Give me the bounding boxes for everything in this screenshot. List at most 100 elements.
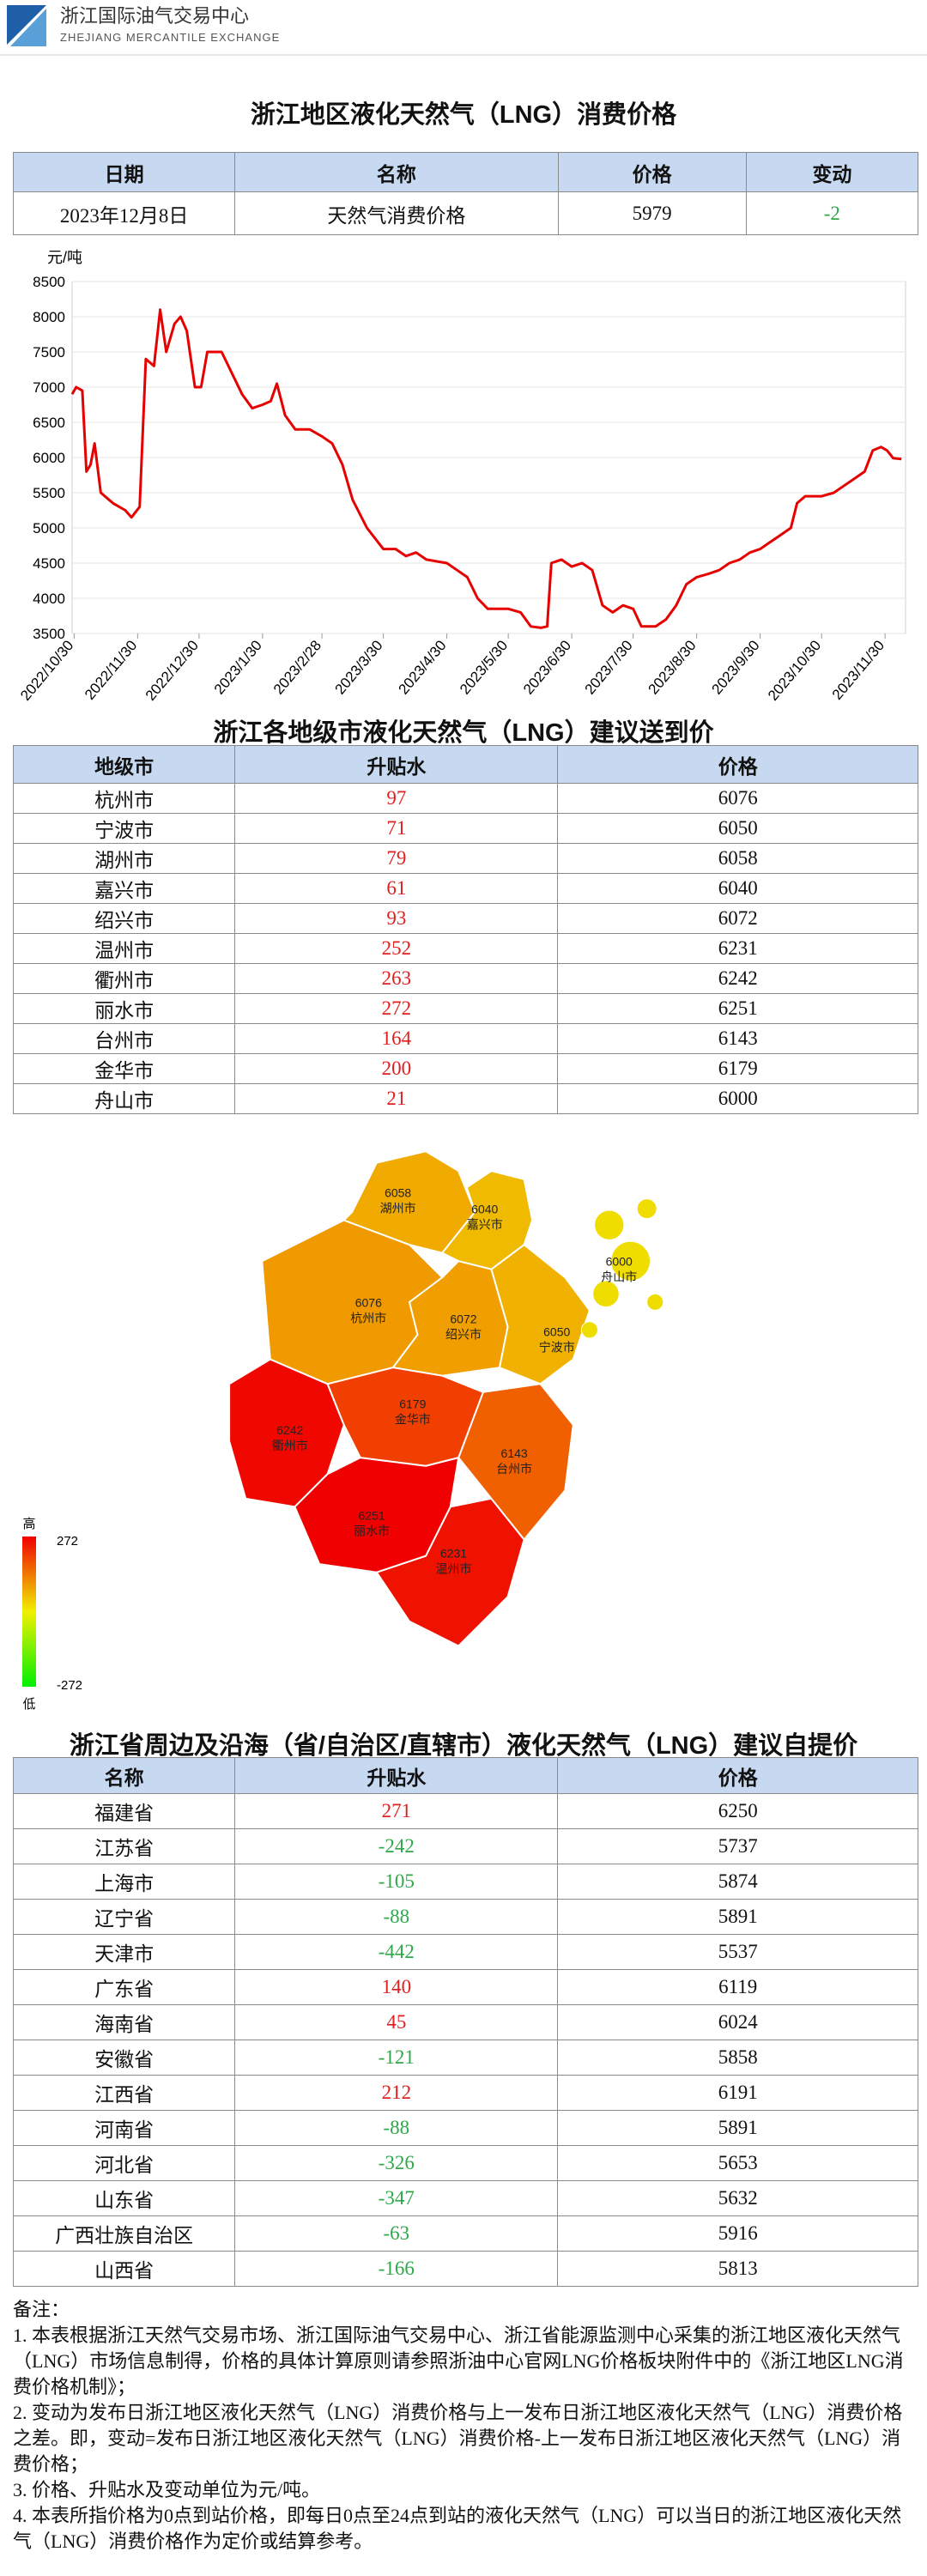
region xyxy=(594,1209,625,1240)
region xyxy=(592,1280,620,1308)
table-row: 宁波市 71 6050 xyxy=(12,813,918,844)
table-row: 嘉兴市 61 6040 xyxy=(12,873,918,904)
table-cell: 舟山市 xyxy=(12,1083,236,1114)
header-cell: 名称 xyxy=(234,152,559,192)
table-cell: -121 xyxy=(234,2040,559,2076)
table-cell: 271 xyxy=(234,1793,559,1829)
table-cell: 5874 xyxy=(557,1864,918,1900)
province-table: 名称 升贴水 价格 福建省 271 6250 江苏省 -242 5737 上海市 -105 5874 辽… xyxy=(12,1757,918,2287)
table-cell: -63 xyxy=(234,2215,559,2252)
table-cell: 台州市 xyxy=(12,1023,236,1054)
table-row: 江苏省 -242 5737 xyxy=(12,1828,918,1864)
header: 浙江国际油气交易中心 ZHEJIANG MERCANTILE EXCHANGE xyxy=(0,5,927,56)
table-cell: 上海市 xyxy=(12,1864,236,1900)
table-cell: 5891 xyxy=(557,2110,918,2146)
region xyxy=(580,1321,598,1339)
map-price: 6231 xyxy=(440,1546,467,1560)
table-cell: 金华市 xyxy=(12,1053,236,1084)
table-row: 湖州市 79 6058 xyxy=(12,843,918,874)
table-cell: 山东省 xyxy=(12,2180,236,2216)
header-cell: 价格 xyxy=(557,152,747,192)
table-row: 衢州市 263 6242 xyxy=(12,963,918,994)
header-cell: 价格 xyxy=(557,745,918,784)
section-title: 浙江地区液化天然气（LNG）消费价格 xyxy=(250,101,677,129)
note: 4. 本表所指价格为0点到站价格，即每日0点至24点到站的液化天然气（LNG）可… xyxy=(13,2505,902,2552)
map-city: 舟山市 xyxy=(601,1270,637,1284)
org-name-en: ZHEJIANG MERCANTILE EXCHANGE xyxy=(60,31,280,44)
header-row: 名称 升贴水 价格 xyxy=(12,1757,918,1794)
region xyxy=(646,1293,664,1311)
table-cell: 6250 xyxy=(557,1793,918,1829)
x-tick-label: 2023/7/30 xyxy=(582,637,636,697)
table-cell: -166 xyxy=(234,2251,559,2287)
table-cell: 61 xyxy=(234,873,559,904)
x-tick-label: 2023/9/30 xyxy=(709,637,763,697)
table-cell: 湖州市 xyxy=(12,843,236,874)
legend-min: -272 xyxy=(57,1678,82,1693)
section-title: 浙江各地级市液化天然气（LNG）建议送到价 xyxy=(213,719,714,747)
table-row: 辽宁省 -88 5891 xyxy=(12,1899,918,1935)
map-price: 6251 xyxy=(359,1508,385,1522)
region xyxy=(294,1456,460,1573)
table-row: 温州市 252 6231 xyxy=(12,933,918,964)
map-city: 丽水市 xyxy=(354,1524,390,1537)
map-price: 6143 xyxy=(501,1446,528,1460)
table-cell: 97 xyxy=(234,783,559,814)
table-cell: 6050 xyxy=(557,813,918,844)
table-cell: 164 xyxy=(234,1023,559,1054)
city-table: 地级市 升贴水 价格 杭州市 97 6076 宁波市 71 6050 湖州市 79 6058 嘉兴市 61… xyxy=(12,745,918,1114)
table-row: 山西省 -166 5813 xyxy=(12,2251,918,2287)
map-city: 台州市 xyxy=(496,1462,532,1476)
header-cell: 变动 xyxy=(745,152,919,192)
table-row: 上海市 -105 5874 xyxy=(12,1864,918,1900)
map-price: 6076 xyxy=(355,1295,382,1309)
table-cell: 21 xyxy=(234,1083,559,1114)
table-cell: 6000 xyxy=(557,1083,918,1114)
legend-bar xyxy=(22,1537,36,1687)
table-row: 丽水市 272 6251 xyxy=(12,993,918,1024)
map-city: 嘉兴市 xyxy=(467,1218,503,1232)
y-tick-label: 5000 xyxy=(33,520,65,536)
region xyxy=(326,1367,485,1467)
y-tick-label: 7500 xyxy=(33,344,65,361)
x-tick-label: 2023/5/30 xyxy=(457,637,511,697)
map-city: 温州市 xyxy=(436,1561,472,1575)
table-cell: 海南省 xyxy=(12,2004,236,2040)
table-cell: 衢州市 xyxy=(12,963,236,994)
x-tick-label: 2023/8/30 xyxy=(645,637,700,697)
table-cell: 6179 xyxy=(557,1053,918,1084)
table-row: 金华市 200 6179 xyxy=(12,1053,918,1084)
region xyxy=(440,1170,534,1270)
table-cell: 江苏省 xyxy=(12,1828,236,1864)
legend-low: 低 xyxy=(22,1697,35,1712)
table-cell: 6143 xyxy=(557,1023,918,1054)
table-cell: 5632 xyxy=(557,2180,918,2216)
x-tick-label: 2022/10/30 xyxy=(17,637,76,703)
table-row: 广西壮族自治区 -63 5916 xyxy=(12,2215,918,2252)
table-row: 河北省 -326 5653 xyxy=(12,2145,918,2181)
table-cell: 6024 xyxy=(557,2004,918,2040)
table-row: 绍兴市 93 6072 xyxy=(12,903,918,934)
header-row: 地级市 升贴水 价格 xyxy=(12,745,918,784)
table-cell: 5891 xyxy=(557,1899,918,1935)
table-cell: 212 xyxy=(234,2075,559,2111)
table-cell: 5737 xyxy=(557,1828,918,1864)
table-cell: 5858 xyxy=(557,2040,918,2076)
table-cell: 5813 xyxy=(557,2251,918,2287)
table-row: 福建省 271 6250 xyxy=(12,1793,918,1829)
table-cell: 广东省 xyxy=(12,1969,236,2005)
section-title: 浙江省周边及沿海（省/自治区/直辖市）液化天然气（LNG）建议自提价 xyxy=(69,1732,858,1760)
table-cell: -326 xyxy=(234,2145,559,2181)
table-cell: 河南省 xyxy=(12,2110,236,2146)
table-cell: 5653 xyxy=(557,2145,918,2181)
table-cell: 天津市 xyxy=(12,1934,236,1970)
note: 1. 本表根据浙江天然气交易市场、浙江国际油气交易中心、浙江省能源监测中心采集的… xyxy=(13,2324,904,2397)
map-price: 6242 xyxy=(276,1423,303,1437)
table-row: 杭州市 97 6076 xyxy=(12,783,918,814)
region xyxy=(490,1243,591,1385)
header-cell: 升贴水 xyxy=(234,745,559,784)
y-tick-label: 5500 xyxy=(33,485,65,501)
table-cell: 6072 xyxy=(557,903,918,934)
x-tick-label: 2022/11/30 xyxy=(82,637,140,702)
